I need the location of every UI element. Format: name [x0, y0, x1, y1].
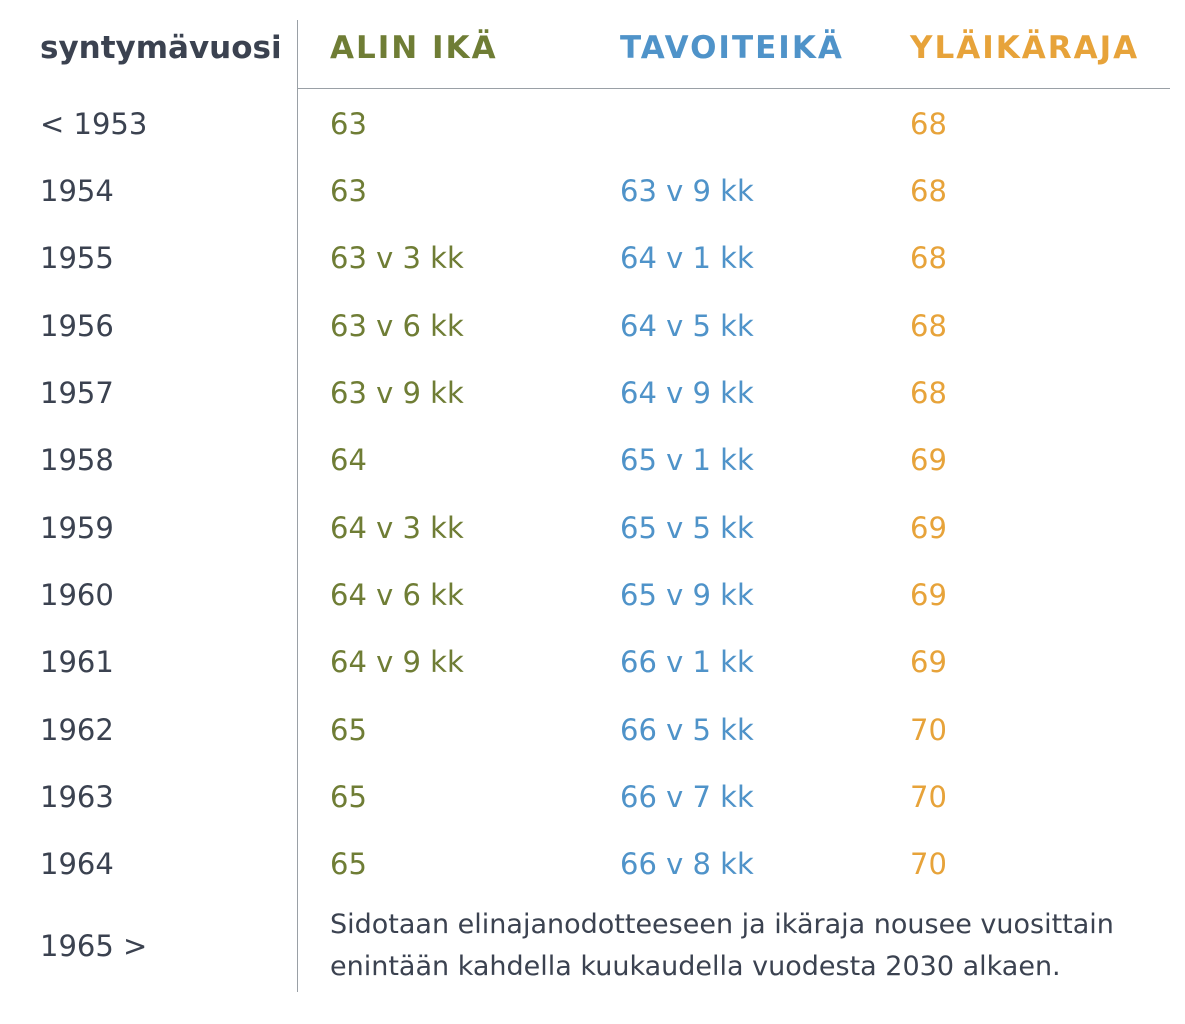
- table-row: < 1953 63 68: [0, 96, 1185, 152]
- last-row-year: 1965 >: [40, 929, 148, 963]
- cell-tavoiteika: 65 v 1 kk: [620, 443, 754, 477]
- cell-alin-ika: 63: [330, 107, 367, 141]
- table-row: 1957 63 v 9 kk 64 v 9 kk 68: [0, 365, 1185, 421]
- cell-syntymavuosi: 1957: [40, 376, 114, 410]
- cell-syntymavuosi: 1956: [40, 309, 114, 343]
- cell-tavoiteika: 63 v 9 kk: [620, 174, 754, 208]
- header-alin-ika: ALIN IKÄ: [330, 30, 498, 66]
- header-tavoiteika: TAVOITEIKÄ: [620, 30, 844, 66]
- cell-tavoiteika: 66 v 8 kk: [620, 847, 754, 881]
- cell-alin-ika: 64 v 6 kk: [330, 578, 464, 612]
- cell-ylaikaraja: 70: [910, 847, 947, 881]
- cell-tavoiteika: 66 v 7 kk: [620, 780, 754, 814]
- table-row: 1961 64 v 9 kk 66 v 1 kk 69: [0, 634, 1185, 690]
- cell-syntymavuosi: 1963: [40, 780, 114, 814]
- cell-alin-ika: 65: [330, 780, 367, 814]
- cell-ylaikaraja: 68: [910, 376, 947, 410]
- cell-ylaikaraja: 68: [910, 174, 947, 208]
- cell-alin-ika: 65: [330, 713, 367, 747]
- table-row: 1956 63 v 6 kk 64 v 5 kk 68: [0, 298, 1185, 354]
- cell-tavoiteika: 64 v 9 kk: [620, 376, 754, 410]
- header-ylaikaraja: YLÄIKÄRAJA: [910, 30, 1140, 66]
- cell-ylaikaraja: 69: [910, 578, 947, 612]
- cell-alin-ika: 63 v 9 kk: [330, 376, 464, 410]
- table-row: 1958 64 65 v 1 kk 69: [0, 432, 1185, 488]
- cell-syntymavuosi: < 1953: [40, 107, 148, 141]
- cell-ylaikaraja: 70: [910, 713, 947, 747]
- cell-tavoiteika: 65 v 5 kk: [620, 511, 754, 545]
- cell-ylaikaraja: 69: [910, 443, 947, 477]
- cell-ylaikaraja: 70: [910, 780, 947, 814]
- cell-syntymavuosi: 1955: [40, 241, 114, 275]
- cell-alin-ika: 63 v 3 kk: [330, 241, 464, 275]
- cell-syntymavuosi: 1958: [40, 443, 114, 477]
- cell-ylaikaraja: 69: [910, 511, 947, 545]
- cell-alin-ika: 65: [330, 847, 367, 881]
- cell-syntymavuosi: 1962: [40, 713, 114, 747]
- cell-alin-ika: 64: [330, 443, 367, 477]
- cell-alin-ika: 64 v 9 kk: [330, 645, 464, 679]
- cell-alin-ika: 63: [330, 174, 367, 208]
- cell-syntymavuosi: 1959: [40, 511, 114, 545]
- cell-syntymavuosi: 1960: [40, 578, 114, 612]
- cell-alin-ika: 63 v 6 kk: [330, 309, 464, 343]
- cell-ylaikaraja: 68: [910, 241, 947, 275]
- cell-alin-ika: 64 v 3 kk: [330, 511, 464, 545]
- cell-tavoiteika: 66 v 5 kk: [620, 713, 754, 747]
- header-rule: [297, 88, 1170, 89]
- cell-syntymavuosi: 1961: [40, 645, 114, 679]
- table-row: 1960 64 v 6 kk 65 v 9 kk 69: [0, 567, 1185, 623]
- table-row: 1964 65 66 v 8 kk 70: [0, 836, 1185, 892]
- cell-tavoiteika: 64 v 5 kk: [620, 309, 754, 343]
- cell-tavoiteika: 65 v 9 kk: [620, 578, 754, 612]
- cell-tavoiteika: 64 v 1 kk: [620, 241, 754, 275]
- cell-syntymavuosi: 1954: [40, 174, 114, 208]
- table-row: 1963 65 66 v 7 kk 70: [0, 769, 1185, 825]
- cell-ylaikaraja: 68: [910, 107, 947, 141]
- last-row-note: Sidotaan elinajanodotteeseen ja ikäraja …: [330, 909, 1114, 982]
- cell-syntymavuosi: 1964: [40, 847, 114, 881]
- table-row: 1954 63 63 v 9 kk 68: [0, 163, 1185, 219]
- table-row: 1955 63 v 3 kk 64 v 1 kk 68: [0, 230, 1185, 286]
- table-row: 1959 64 v 3 kk 65 v 5 kk 69: [0, 500, 1185, 556]
- cell-ylaikaraja: 68: [910, 309, 947, 343]
- table-row: 1962 65 66 v 5 kk 70: [0, 702, 1185, 758]
- cell-ylaikaraja: 69: [910, 645, 947, 679]
- column-divider: [297, 20, 298, 992]
- header-syntymavuosi: syntymävuosi: [40, 30, 282, 66]
- cell-tavoiteika: 66 v 1 kk: [620, 645, 754, 679]
